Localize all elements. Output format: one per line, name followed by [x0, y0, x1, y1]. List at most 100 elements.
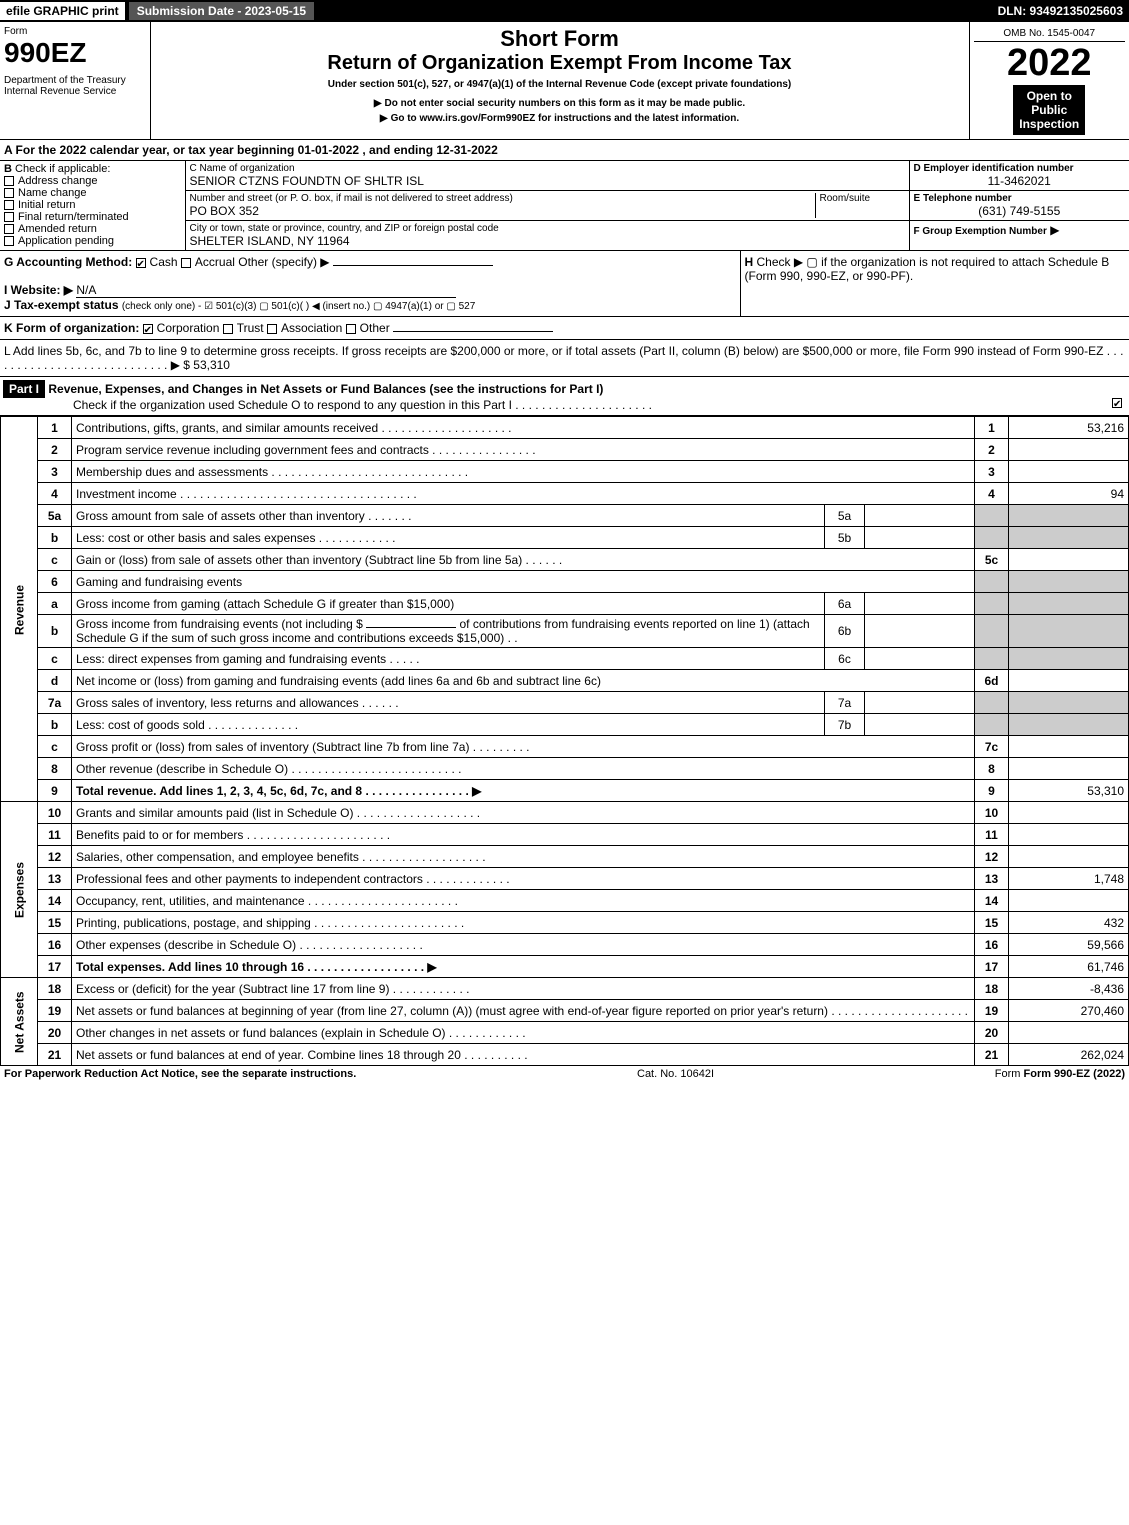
line-num: 12	[38, 846, 72, 868]
cb-amended-return[interactable]	[4, 224, 14, 234]
netassets-sidelabel: Net Assets	[1, 978, 38, 1066]
line-box-shade	[975, 571, 1009, 593]
line-amt: 262,024	[1009, 1044, 1129, 1066]
footer-mid: Cat. No. 10642I	[637, 1068, 714, 1080]
part1-check-line: Check if the organization used Schedule …	[3, 398, 652, 412]
line-16: 16 Other expenses (describe in Schedule …	[1, 934, 1129, 956]
line-desc: Net assets or fund balances at beginning…	[72, 1000, 975, 1022]
lines-table: Revenue 1 Contributions, gifts, grants, …	[0, 416, 1129, 1066]
line-num: 14	[38, 890, 72, 912]
b-item-4: Amended return	[18, 223, 97, 235]
open-line3: Inspection	[1019, 117, 1079, 131]
line-desc: Benefits paid to or for members . . . . …	[72, 824, 975, 846]
line-amt-shade	[1009, 714, 1129, 736]
line-desc: Salaries, other compensation, and employ…	[72, 846, 975, 868]
j-label: J Tax-exempt status	[4, 298, 119, 312]
cb-trust[interactable]	[223, 324, 233, 334]
line-amt	[1009, 670, 1129, 692]
line-amt: 53,310	[1009, 780, 1129, 802]
line-subamt	[865, 714, 975, 736]
street-label: Number and street (or P. O. box, if mail…	[190, 193, 815, 204]
form-word: Form	[4, 26, 146, 37]
dept-label: Department of the Treasury	[4, 75, 146, 86]
line-12: 12 Salaries, other compensation, and emp…	[1, 846, 1129, 868]
subtitle: Under section 501(c), 527, or 4947(a)(1)…	[155, 79, 965, 90]
line-box-shade	[975, 692, 1009, 714]
line-box: 1	[975, 417, 1009, 439]
cb-cash[interactable]	[136, 258, 146, 268]
line-num: 9	[38, 780, 72, 802]
line-num: 4	[38, 483, 72, 505]
line-desc: Net assets or fund balances at end of ye…	[72, 1044, 975, 1066]
cb-name-change[interactable]	[4, 188, 14, 198]
cb-corporation[interactable]	[143, 324, 153, 334]
line-num: b	[38, 714, 72, 736]
line-num: 1	[38, 417, 72, 439]
line-amt	[1009, 1022, 1129, 1044]
line-box: 7c	[975, 736, 1009, 758]
line-amt-shade	[1009, 527, 1129, 549]
cb-initial-return[interactable]	[4, 200, 14, 210]
line-2: 2 Program service revenue including gove…	[1, 439, 1129, 461]
g-cash: Cash	[150, 255, 178, 269]
g-other-blank[interactable]	[333, 265, 493, 266]
line-desc: Other changes in net assets or fund bala…	[72, 1022, 975, 1044]
cb-accrual[interactable]	[181, 258, 191, 268]
b-item-1: Name change	[18, 187, 87, 199]
street-value: PO BOX 352	[190, 204, 815, 218]
b-check-if: Check if applicable:	[15, 163, 110, 175]
k-other-blank[interactable]	[393, 331, 553, 332]
line-box: 15	[975, 912, 1009, 934]
line-desc: Net income or (loss) from gaming and fun…	[72, 670, 975, 692]
line-desc: Other revenue (describe in Schedule O) .…	[72, 758, 975, 780]
line-subamt	[865, 648, 975, 670]
line-subbox: 6a	[825, 593, 865, 615]
line-num: c	[38, 736, 72, 758]
cb-schedule-o[interactable]	[1112, 398, 1122, 408]
cb-association[interactable]	[267, 324, 277, 334]
line-num: 8	[38, 758, 72, 780]
line-amt	[1009, 890, 1129, 912]
line-amt	[1009, 736, 1129, 758]
revenue-sidelabel: Revenue	[1, 417, 38, 802]
line-num: 20	[38, 1022, 72, 1044]
line-desc: Other expenses (describe in Schedule O) …	[72, 934, 975, 956]
line-15: 15 Printing, publications, postage, and …	[1, 912, 1129, 934]
form-header: Form 990EZ Department of the Treasury In…	[0, 22, 1129, 140]
line-21: 21 Net assets or fund balances at end of…	[1, 1044, 1129, 1066]
line-subbox: 5b	[825, 527, 865, 549]
line-subamt	[865, 505, 975, 527]
line-amt: 59,566	[1009, 934, 1129, 956]
line-20: 20 Other changes in net assets or fund b…	[1, 1022, 1129, 1044]
line-13: 13 Professional fees and other payments …	[1, 868, 1129, 890]
line-amt-shade	[1009, 505, 1129, 527]
line-num: b	[38, 527, 72, 549]
line-desc: Gross income from gaming (attach Schedul…	[72, 593, 825, 615]
line-num: c	[38, 549, 72, 571]
line-desc: Contributions, gifts, grants, and simila…	[72, 417, 975, 439]
cb-address-change[interactable]	[4, 176, 14, 186]
section-l: L Add lines 5b, 6c, and 7b to line 9 to …	[0, 340, 1129, 377]
line-11: 11 Benefits paid to or for members . . .…	[1, 824, 1129, 846]
line-num: 21	[38, 1044, 72, 1066]
line-num: 10	[38, 802, 72, 824]
line-amt	[1009, 549, 1129, 571]
line-box-shade	[975, 615, 1009, 648]
line-subbox: 5a	[825, 505, 865, 527]
d-label: D Employer identification number	[914, 163, 1126, 174]
line-box: 11	[975, 824, 1009, 846]
line-num: 15	[38, 912, 72, 934]
line-num: 3	[38, 461, 72, 483]
short-form-title: Short Form	[155, 26, 965, 52]
cb-other-org[interactable]	[346, 324, 356, 334]
cb-final-return[interactable]	[4, 212, 14, 222]
line-17: 17 Total expenses. Add lines 10 through …	[1, 956, 1129, 978]
section-a: A For the 2022 calendar year, or tax yea…	[0, 140, 1129, 161]
line-14: 14 Occupancy, rent, utilities, and maint…	[1, 890, 1129, 912]
tax-year: 2022	[974, 42, 1126, 85]
cb-application-pending[interactable]	[4, 236, 14, 246]
line-desc: Gross profit or (loss) from sales of inv…	[72, 736, 975, 758]
city-value: SHELTER ISLAND, NY 11964	[190, 234, 905, 248]
line-amt	[1009, 846, 1129, 868]
line-6b-blank[interactable]	[366, 627, 456, 628]
